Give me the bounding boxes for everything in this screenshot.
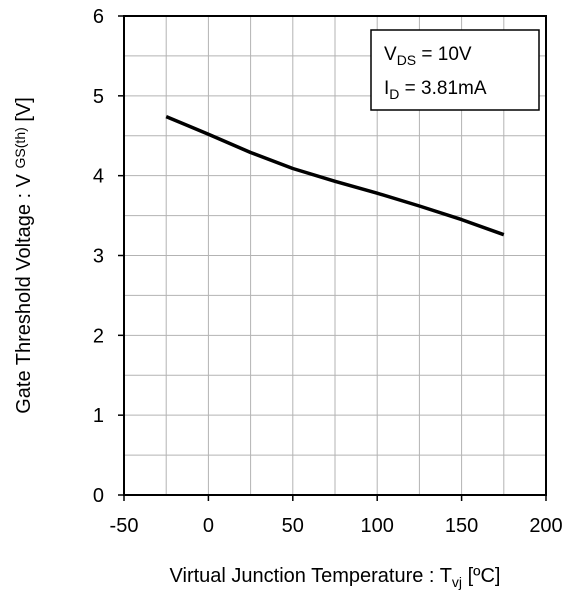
condition-vds-symbol: V	[384, 44, 397, 65]
condition-id-sub: D	[389, 86, 399, 102]
x-tick-label: -50	[110, 515, 139, 537]
y-tick-label: 5	[93, 86, 104, 108]
conditions-box-frame	[370, 29, 540, 111]
series-layer	[165, 114, 505, 237]
y-tick-label: 1	[93, 405, 104, 427]
condition-id-symbol: I	[384, 78, 389, 99]
x-axis-label: Virtual Junction Temperature : Tvj [ºC]	[170, 565, 501, 590]
condition-id-value: = 3.81mA	[399, 78, 486, 99]
condition-id: ID = 3.81mA	[384, 78, 487, 102]
y-axis-label-unit: [V]	[13, 97, 35, 127]
x-axis-label-main: Virtual Junction Temperature : T	[170, 565, 452, 587]
x-tick-label: 100	[361, 515, 394, 537]
y-axis-label: Gate Threshold Voltage : V GS(th) [V]	[12, 97, 35, 414]
y-tick-label: 2	[93, 325, 104, 347]
x-tick-label: 0	[203, 515, 214, 537]
conditions-box: VDS = 10V ID = 3.81mA	[370, 29, 540, 111]
x-axis-label-unit: [ºC]	[462, 565, 500, 587]
condition-vds: VDS = 10V	[384, 44, 472, 68]
y-axis-label-main: Gate Threshold Voltage : V	[13, 168, 35, 413]
y-axis-label-sub: GS(th)	[12, 127, 28, 168]
x-axis-label-sub: vj	[452, 574, 462, 590]
y-tick-label: 4	[93, 166, 104, 188]
x-tick-label: 50	[282, 515, 304, 537]
y-tick-label: 6	[93, 6, 104, 28]
y-tick-label: 0	[93, 485, 104, 507]
x-tick-label: 200	[529, 515, 562, 537]
series-line-0	[165, 114, 505, 237]
condition-vds-value: = 10V	[416, 44, 472, 65]
y-tick-label: 3	[93, 246, 104, 268]
condition-vds-sub: DS	[397, 52, 416, 68]
axis-ticks: -50 0 50 100 150 200 0 1 2 3 4 5 6	[93, 6, 563, 537]
x-tick-label: 150	[445, 515, 478, 537]
